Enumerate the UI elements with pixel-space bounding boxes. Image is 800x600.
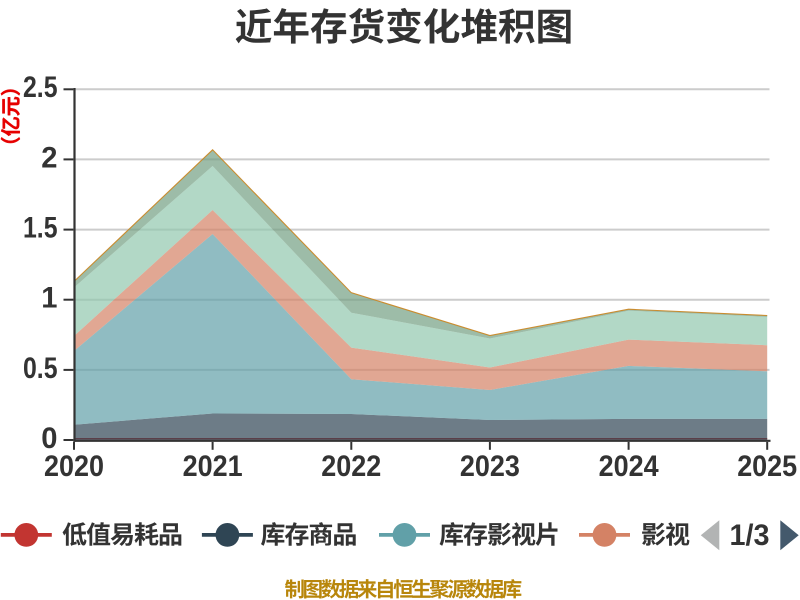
svg-text:2: 2 — [41, 141, 57, 174]
svg-text:0.5: 0.5 — [23, 352, 58, 385]
svg-text:2.5: 2.5 — [23, 71, 58, 104]
svg-text:1: 1 — [41, 282, 57, 315]
svg-text:2021: 2021 — [183, 450, 243, 483]
svg-text:2022: 2022 — [321, 450, 381, 483]
svg-text:2023: 2023 — [460, 450, 520, 483]
svg-text:1/3: 1/3 — [730, 519, 770, 552]
svg-text:0: 0 — [41, 422, 57, 455]
svg-text:2024: 2024 — [599, 450, 659, 483]
svg-text:1.5: 1.5 — [23, 212, 58, 245]
svg-text:2025: 2025 — [737, 450, 797, 483]
svg-text:2020: 2020 — [44, 450, 104, 483]
